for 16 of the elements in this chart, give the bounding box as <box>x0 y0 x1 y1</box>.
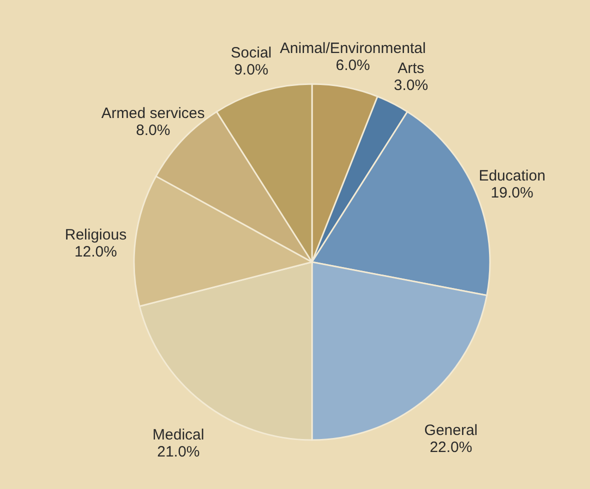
slice-label: Religious <box>64 226 127 244</box>
data-label: 12.0% <box>74 244 117 261</box>
slice-label: Arts <box>398 60 424 77</box>
slice-label: General <box>424 422 478 439</box>
slice-label: Medical <box>152 426 204 444</box>
data-label: 8.0% <box>136 122 170 139</box>
data-label: 22.0% <box>430 438 472 456</box>
data-label: 6.0% <box>336 56 370 74</box>
slice-label: Animal/Environmental <box>280 40 426 57</box>
data-label: 9.0% <box>234 62 268 79</box>
slice-label: Education <box>478 167 546 184</box>
slice-label: Armed services <box>101 104 205 122</box>
data-label: 19.0% <box>490 184 534 202</box>
slice-label: Social <box>230 44 272 62</box>
data-label: 3.0% <box>394 76 428 94</box>
data-label: 21.0% <box>157 443 200 460</box>
